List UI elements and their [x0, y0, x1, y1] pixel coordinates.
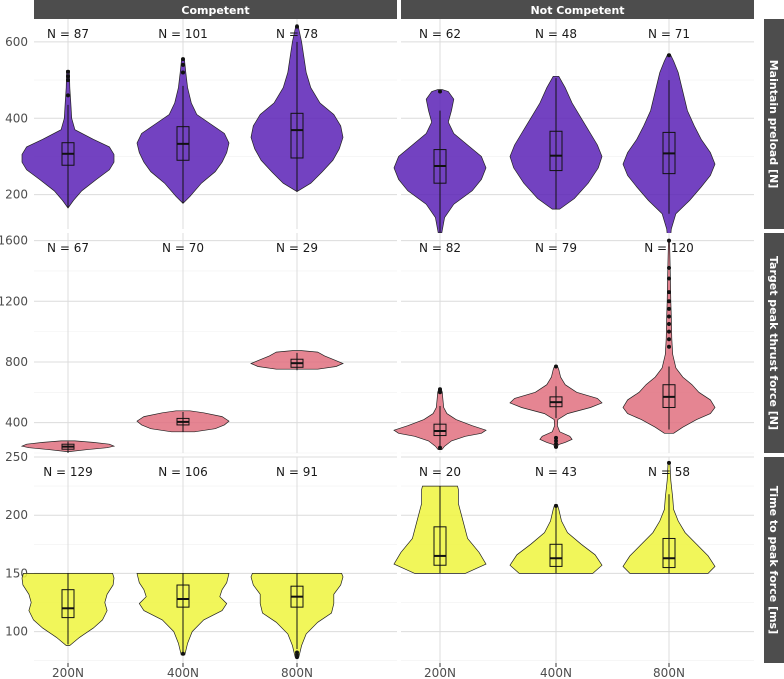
outlier-point [295, 650, 299, 655]
outlier-point [667, 290, 671, 295]
y-tick-label: 200 [5, 508, 28, 522]
outlier-point [181, 62, 185, 67]
outlier-point [66, 78, 70, 83]
iqr-box [433, 526, 447, 566]
column-strip-label: Competent [181, 4, 249, 17]
outlier-point [554, 444, 558, 449]
outlier-point [181, 70, 185, 75]
n-label: N = 29 [276, 241, 318, 255]
outlier-point [667, 276, 671, 281]
y-tick-label: 800 [5, 355, 28, 369]
outlier-point [66, 93, 70, 98]
outlier-point [554, 435, 558, 440]
n-label: N = 78 [276, 27, 318, 41]
column-strip [401, 0, 754, 19]
outlier-point [554, 438, 558, 443]
row-strip [764, 233, 784, 453]
n-label: N = 91 [276, 465, 318, 479]
y-tick-label: 1600 [0, 234, 28, 248]
n-label: N = 79 [535, 241, 577, 255]
y-tick-label: 100 [5, 625, 28, 639]
n-label: N = 43 [535, 465, 577, 479]
outlier-point [667, 53, 671, 58]
row-strip-label: Maintain preload [N] [767, 60, 780, 189]
iqr-box [433, 423, 447, 437]
outlier-point [667, 344, 671, 349]
x-tick-label: 200N [52, 666, 84, 679]
n-label: N = 70 [162, 241, 204, 255]
n-label: N = 101 [158, 27, 208, 41]
iqr-box [662, 537, 676, 569]
row-strip-label: Time to peak force [ms] [767, 486, 780, 634]
n-label: N = 67 [47, 241, 89, 255]
y-tick-label: 400 [5, 416, 28, 430]
row-strip-label: Target peak thrust force [N] [767, 256, 780, 430]
y-tick-label: 400 [5, 111, 28, 125]
iqr-box [61, 589, 75, 619]
outlier-point [438, 387, 442, 392]
iqr-box [549, 130, 563, 172]
x-tick-label: 200N [424, 666, 456, 679]
outlier-point [554, 503, 558, 508]
outlier-point [181, 57, 185, 62]
outlier-point [181, 651, 185, 656]
outlier-point [667, 314, 671, 319]
outlier-point [667, 238, 671, 243]
n-label: N = 20 [419, 465, 461, 479]
n-label: N = 129 [43, 465, 93, 479]
iqr-box [176, 584, 190, 608]
outlier-point [667, 265, 671, 270]
outlier-point [66, 69, 70, 74]
column-strip [34, 0, 397, 19]
x-tick-label: 800N [281, 666, 313, 679]
y-tick-label: 200 [5, 188, 28, 202]
panel-background [34, 457, 397, 663]
x-tick-label: 800N [653, 666, 685, 679]
row-strip [764, 457, 784, 663]
outlier-point [667, 329, 671, 334]
outlier-point [554, 441, 558, 446]
iqr-box [290, 112, 304, 159]
outlier-point [667, 460, 671, 465]
outlier-point [438, 89, 442, 94]
y-tick-label: 1200 [0, 294, 28, 308]
y-tick-label: 600 [5, 35, 28, 49]
outlier-point [554, 364, 558, 369]
row-strip [764, 19, 784, 229]
outlier-point [66, 74, 70, 79]
n-label: N = 71 [648, 27, 690, 41]
outlier-point [438, 390, 442, 395]
outlier-point [295, 24, 299, 29]
n-label: N = 106 [158, 465, 208, 479]
n-label: N = 48 [535, 27, 577, 41]
n-label: N = 58 [648, 465, 690, 479]
outlier-point [667, 322, 671, 327]
iqr-box [549, 543, 563, 567]
x-tick-label: 400N [167, 666, 199, 679]
n-label: N = 120 [644, 241, 694, 255]
n-label: N = 82 [419, 241, 461, 255]
panel-background [34, 19, 397, 229]
n-label: N = 62 [419, 27, 461, 41]
column-strip-label: Not Competent [530, 4, 624, 17]
outlier-point [667, 306, 671, 311]
y-tick-label: 250 [5, 450, 28, 464]
x-tick-label: 400N [540, 666, 572, 679]
n-label: N = 87 [47, 27, 89, 41]
outlier-point [438, 445, 442, 450]
outlier-point [667, 299, 671, 304]
outlier-point [667, 337, 671, 342]
